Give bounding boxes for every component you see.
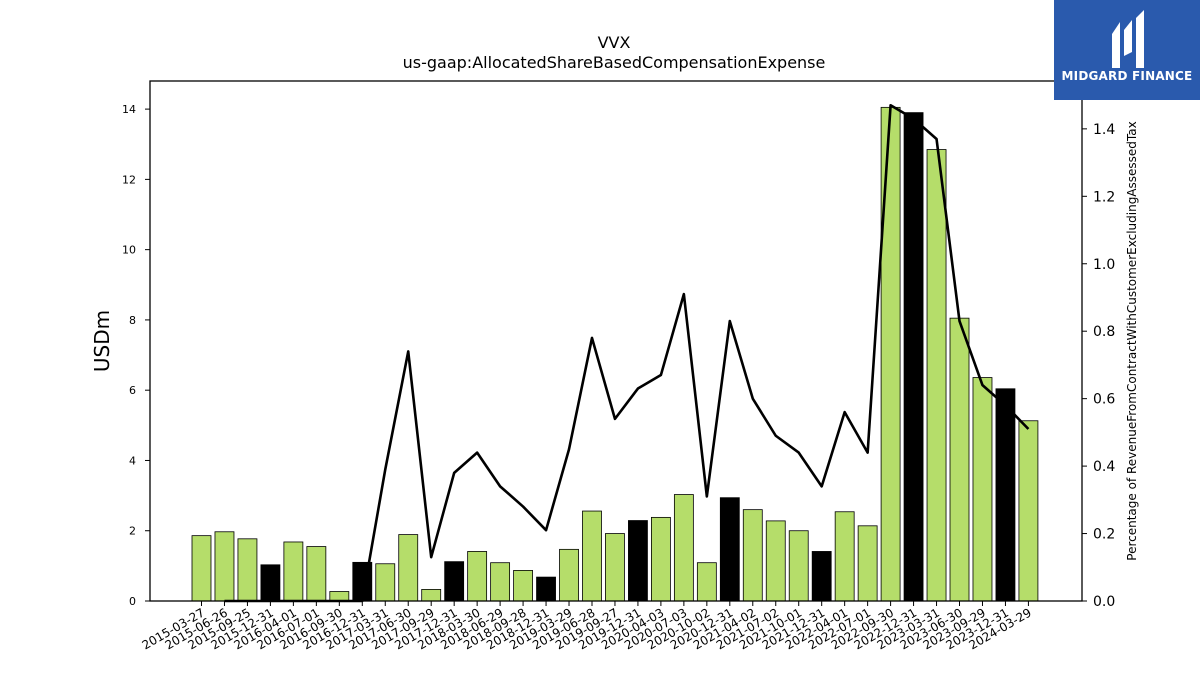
bar <box>375 563 396 602</box>
bar <box>490 562 511 602</box>
bar-series <box>191 106 1039 602</box>
bar <box>719 497 740 602</box>
brand-logo: MIDGARD FINANCE <box>1054 0 1200 100</box>
bar <box>398 534 419 602</box>
bar <box>191 535 212 602</box>
bar <box>972 377 993 602</box>
bar <box>857 525 878 602</box>
chart-subtitle: us-gaap:AllocatedShareBasedCompensationE… <box>403 53 826 72</box>
bar <box>467 551 488 602</box>
y2-tick-label: 0.0 <box>1093 594 1115 610</box>
bar <box>696 562 717 602</box>
bar <box>926 149 947 602</box>
y-axis-label: USDm <box>90 310 114 372</box>
bar <box>811 551 832 602</box>
bar <box>559 548 579 602</box>
bar <box>673 494 694 602</box>
y2-tick-label: 0.6 <box>1093 392 1115 408</box>
bar <box>214 531 235 602</box>
y-tick-label: 6 <box>129 384 136 397</box>
y-tick-label: 10 <box>122 244 136 257</box>
bar <box>628 520 648 602</box>
y2-tick-label: 0.4 <box>1093 459 1115 475</box>
bar <box>765 520 786 602</box>
y-tick-label: 4 <box>129 454 136 467</box>
chart-title: VVX <box>598 33 631 52</box>
bar <box>651 516 671 602</box>
y-tick-label: 2 <box>129 525 136 538</box>
bar <box>444 561 465 602</box>
y2-tick-label: 0.2 <box>1093 527 1115 543</box>
logo-mark-icon <box>1112 10 1144 68</box>
y-tick-label: 12 <box>122 173 136 186</box>
bar <box>995 388 1016 602</box>
bar <box>283 541 304 602</box>
bar <box>306 546 327 602</box>
y2-axis-ticks: 0.0 0.2 0.4 0.6 0.8 1.0 1.2 1.4 <box>1082 122 1115 610</box>
y2-tick-label: 1.4 <box>1093 122 1115 138</box>
bar <box>1018 420 1039 602</box>
bar <box>421 589 442 602</box>
bar <box>605 533 625 602</box>
y2-axis-label: Percentage of RevenueFromContractWithCus… <box>1125 121 1139 560</box>
bar <box>742 509 763 602</box>
bar <box>329 591 350 602</box>
bar <box>513 570 533 602</box>
y2-tick-label: 1.2 <box>1093 189 1115 205</box>
x-axis-ticks: 2015-03-272015-06-262015-09-252015-12-31… <box>140 601 1034 652</box>
y-axis-ticks: 0 2 4 6 8 10 12 14 <box>122 103 150 608</box>
bar <box>582 510 602 602</box>
bar <box>834 511 855 602</box>
bar <box>237 538 258 602</box>
y2-tick-label: 1.0 <box>1093 257 1115 273</box>
logo-text: MIDGARD FINANCE <box>1061 69 1193 83</box>
y-tick-label: 14 <box>122 103 136 116</box>
bar <box>260 564 281 602</box>
bar <box>880 106 901 602</box>
y2-tick-label: 0.8 <box>1093 324 1115 340</box>
plot-frame <box>149 80 1083 602</box>
bar <box>788 530 809 602</box>
bar <box>903 112 924 602</box>
bar <box>949 317 970 602</box>
bar <box>536 576 556 602</box>
y-tick-label: 8 <box>129 314 136 327</box>
y-tick-label: 0 <box>129 595 136 608</box>
